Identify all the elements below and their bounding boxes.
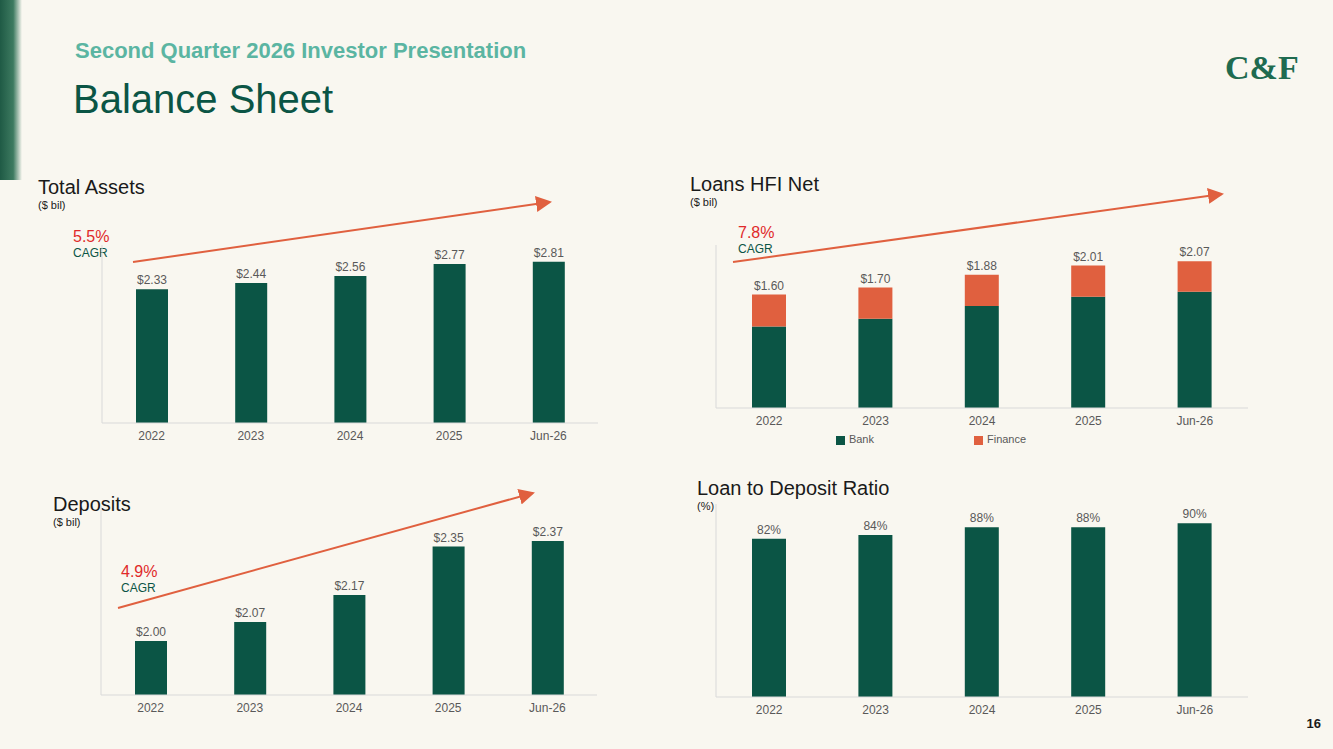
html-text:Bank: Bank (848, 433, 874, 445)
html-text:Second Quarter 2026 Investor P: Second Quarter 2026 Investor Presentatio… (75, 38, 527, 63)
svg-text:$1.70: $1.70 (860, 272, 890, 286)
html-text:Loans HFI Net: Loans HFI Net (690, 173, 819, 195)
svg-text:$2.37: $2.37 (533, 525, 563, 539)
html-text:Loan to Deposit Ratio: Loan to Deposit Ratio (697, 477, 890, 499)
svg-text:88%: 88% (970, 511, 994, 525)
html-text:($ bil): ($ bil) (53, 516, 81, 528)
svg-text:$1.60: $1.60 (754, 279, 784, 293)
html-text:Deposits: Deposits (53, 493, 131, 515)
svg-text:84%: 84% (863, 519, 887, 533)
html-text:Total Assets: Total Assets (38, 176, 145, 198)
svg-text:Jun-26: Jun-26 (1176, 414, 1213, 428)
svg-text:2025: 2025 (1075, 414, 1102, 428)
svg-text:2023: 2023 (862, 703, 889, 717)
svg-text:$2.33: $2.33 (137, 273, 167, 287)
svg-text:$2.01: $2.01 (1073, 250, 1103, 264)
svg-text:$2.56: $2.56 (335, 260, 365, 274)
html-text:5.5%: 5.5% (73, 228, 110, 245)
svg-text:2024: 2024 (336, 701, 363, 715)
svg-text:$2.81: $2.81 (534, 246, 564, 260)
html-text:($ bil): ($ bil) (690, 196, 718, 208)
html-text:Finance: Finance (987, 433, 1027, 445)
svg-text:2022: 2022 (138, 429, 165, 443)
svg-text:2022: 2022 (756, 414, 783, 428)
html-text:7.8%: 7.8% (738, 224, 775, 241)
svg-text:2024: 2024 (969, 703, 996, 717)
html-text:Balance Sheet: Balance Sheet (73, 77, 334, 121)
html-text:CAGR: CAGR (738, 242, 773, 256)
svg-text:2022: 2022 (756, 703, 783, 717)
svg-text:82%: 82% (757, 523, 781, 537)
svg-text:Jun-26: Jun-26 (530, 429, 567, 443)
html-text:CAGR: CAGR (121, 581, 156, 595)
svg-text:2024: 2024 (969, 414, 996, 428)
svg-text:2023: 2023 (236, 701, 263, 715)
svg-text:$2.00: $2.00 (136, 625, 166, 639)
svg-text:$2.07: $2.07 (235, 606, 265, 620)
svg-text:$2.17: $2.17 (334, 579, 364, 593)
html-text:CAGR: CAGR (73, 246, 108, 260)
svg-text:2024: 2024 (337, 429, 364, 443)
svg-text:90%: 90% (1183, 507, 1207, 521)
svg-text:Jun-26: Jun-26 (529, 701, 566, 715)
svg-text:2025: 2025 (1075, 703, 1102, 717)
svg-text:$1.88: $1.88 (967, 259, 997, 273)
svg-text:Jun-26: Jun-26 (1176, 703, 1213, 717)
svg-text:$2.44: $2.44 (236, 267, 266, 281)
svg-text:88%: 88% (1076, 511, 1100, 525)
svg-text:2023: 2023 (237, 429, 264, 443)
html-text:($ bil): ($ bil) (38, 199, 66, 211)
svg-text:2023: 2023 (862, 414, 889, 428)
svg-text:2022: 2022 (137, 701, 164, 715)
svg-text:2025: 2025 (435, 701, 462, 715)
svg-text:$2.77: $2.77 (435, 248, 465, 262)
svg-text:$2.07: $2.07 (1180, 245, 1210, 259)
svg-text:2025: 2025 (436, 429, 463, 443)
html-text:4.9%: 4.9% (121, 563, 158, 580)
html-text:C&F: C&F (1225, 49, 1299, 86)
html-text:16: 16 (1306, 716, 1321, 731)
svg-text:$2.35: $2.35 (434, 531, 464, 545)
